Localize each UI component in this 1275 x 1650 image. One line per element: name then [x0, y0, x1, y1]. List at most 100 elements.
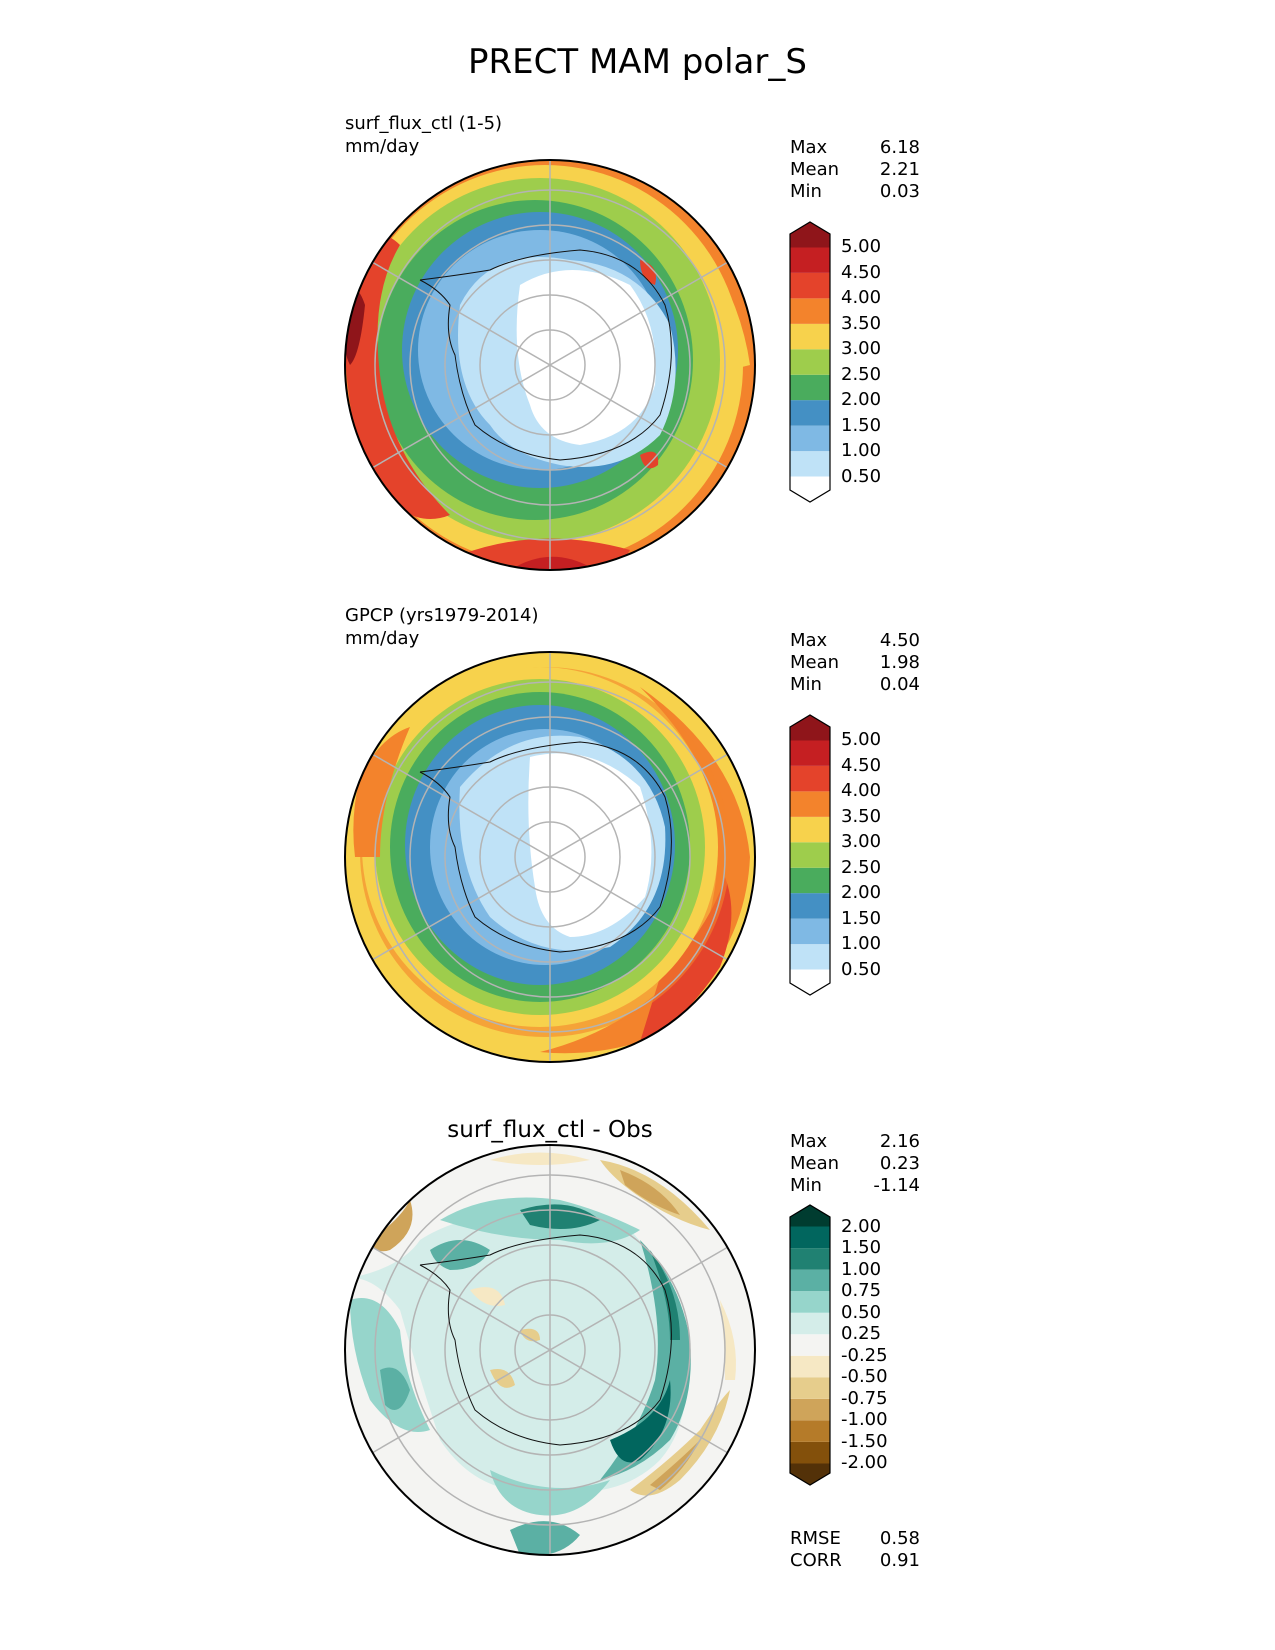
diff-colorbar: [789, 1204, 831, 1486]
stat-mean-value: 1.98: [879, 652, 920, 673]
model-label: surf_flux_ctl (1-5) mm/day: [345, 112, 502, 158]
panel-model: surf_flux_ctl (1-5) mm/day: [0, 0, 1275, 571]
stat-max-label: Max: [790, 1131, 828, 1152]
stat-min-value: 0.03: [879, 181, 920, 202]
diff-metrics: RMSE 0.58 CORR 0.91: [790, 1528, 920, 1572]
colorbar-tick-label: -0.75: [841, 1387, 888, 1409]
stat-mean-value: 2.21: [879, 159, 920, 180]
rmse-value: 0.58: [879, 1528, 920, 1549]
colorbar-segment: [790, 893, 830, 919]
colorbar-segment: [790, 944, 830, 970]
colorbar-tick-label: 2.00: [841, 882, 882, 904]
colorbar-tick-label: -2.00: [841, 1452, 888, 1474]
colorbar-segment: [790, 842, 830, 868]
colorbar-segment: [790, 1377, 830, 1399]
colorbar-segment: [790, 323, 830, 350]
obs-label: GPCP (yrs1979-2014) mm/day: [345, 604, 539, 650]
colorbar-tick-label: 0.50: [841, 958, 882, 980]
colorbar-segment: [790, 374, 830, 401]
corr-label: CORR: [790, 1550, 842, 1571]
figure-title: PRECT MAM polar_S: [468, 42, 807, 82]
stat-min-label: Min: [790, 181, 822, 202]
colorbar-segment: [790, 247, 830, 273]
colorbar-tick-label: 4.00: [841, 780, 882, 802]
colorbar-segment: [790, 918, 830, 945]
corr-value: 0.91: [879, 1550, 920, 1571]
colorbar-segment: [790, 1463, 830, 1485]
rmse-label: RMSE: [790, 1528, 841, 1549]
colorbar-segment: [790, 272, 830, 299]
colorbar-outline: [789, 221, 831, 503]
colorbar-segment: [790, 1441, 830, 1464]
colorbar-segment: [790, 451, 830, 477]
obs-name: GPCP (yrs1979-2014): [345, 605, 539, 626]
colorbar-segment: [790, 740, 830, 766]
colorbar-segment: [790, 476, 830, 502]
colorbar-tick-label: 2.50: [841, 363, 882, 385]
colorbar-tick-label: 1.00: [841, 440, 882, 462]
colorbar-tick-label: 0.50: [841, 465, 882, 487]
panel-obs: GPCP (yrs1979-2014) mm/day: [0, 0, 1275, 1063]
stat-mean-label: Mean: [790, 1153, 840, 1174]
model-polar-map: [344, 159, 756, 571]
stat-min-value: -1.14: [873, 1175, 920, 1196]
colorbar-outline: [789, 714, 831, 996]
colorbar-outline: [789, 1204, 831, 1486]
stat-min-label: Min: [790, 674, 822, 695]
colorbar-segment: [790, 1226, 830, 1249]
colorbar-tick-label: 2.00: [841, 1215, 882, 1237]
stat-mean-label: Mean: [790, 652, 840, 673]
model-units: mm/day: [345, 136, 420, 157]
colorbar-tick-label: 5.00: [841, 729, 882, 751]
colorbar-tick-label: 0.25: [841, 1323, 882, 1345]
colorbar-segment: [790, 298, 830, 324]
colorbar-tick-label: -0.25: [841, 1344, 888, 1366]
colorbar-tick-label: 3.00: [841, 338, 882, 360]
colorbar-tick-label: 1.00: [841, 933, 882, 955]
colorbar-tick-label: 2.00: [841, 389, 882, 411]
colorbar-tick-label: -1.00: [841, 1409, 888, 1431]
colorbar-tick-label: 2.50: [841, 856, 882, 878]
colorbar-segment: [790, 715, 830, 741]
colorbar-segment: [790, 1334, 830, 1356]
stat-max-label: Max: [790, 137, 828, 158]
colorbar-tick-label: 1.50: [841, 1237, 882, 1259]
colorbar-tick-label: 0.50: [841, 1301, 882, 1323]
obs-colorbar: [789, 714, 831, 996]
colorbar-tick-label: 3.00: [841, 831, 882, 853]
colorbar-tick-label: 1.50: [841, 414, 882, 436]
diff-polar-map: [344, 1144, 756, 1556]
stat-max-value: 2.16: [879, 1131, 920, 1152]
obs-stats: Max 4.50 Mean 1.98 Min 0.04: [790, 630, 920, 696]
colorbar-tick-label: 0.75: [841, 1280, 882, 1302]
colorbar-segment: [790, 1355, 830, 1378]
stat-min-value: 0.04: [879, 674, 920, 695]
colorbar-tick-label: -0.50: [841, 1366, 888, 1388]
model-stats: Max 6.18 Mean 2.21 Min 0.03: [790, 137, 920, 203]
colorbar-segment: [790, 765, 830, 792]
colorbar-tick-label: -1.50: [841, 1430, 888, 1452]
diff-stats: Max 2.16 Mean 0.23 Min -1.14: [790, 1131, 920, 1197]
colorbar-tick-label: 4.50: [841, 261, 882, 283]
colorbar-tick-label: 1.50: [841, 907, 882, 929]
diff-title: surf_flux_ctl - Obs: [447, 1117, 653, 1143]
colorbar-segment: [790, 400, 830, 426]
colorbar-tick-label: 4.00: [841, 287, 882, 309]
colorbar-segment: [790, 969, 830, 995]
stat-min-label: Min: [790, 1175, 822, 1196]
colorbar-segment: [790, 349, 830, 375]
stat-max-value: 4.50: [879, 630, 920, 651]
colorbar-segment: [790, 1312, 830, 1335]
stat-mean-label: Mean: [790, 159, 840, 180]
model-colorbar: [789, 221, 831, 503]
colorbar-tick-label: 1.00: [841, 1258, 882, 1280]
colorbar-segment: [790, 425, 830, 452]
stat-max-label: Max: [790, 630, 828, 651]
stat-mean-value: 0.23: [879, 1153, 920, 1174]
colorbar-segment: [790, 1420, 830, 1442]
obs-units: mm/day: [345, 628, 420, 649]
colorbar-segment: [790, 816, 830, 843]
model-name: surf_flux_ctl (1-5): [345, 113, 503, 134]
stat-max-value: 6.18: [879, 137, 920, 158]
colorbar-segment: [790, 1398, 830, 1421]
